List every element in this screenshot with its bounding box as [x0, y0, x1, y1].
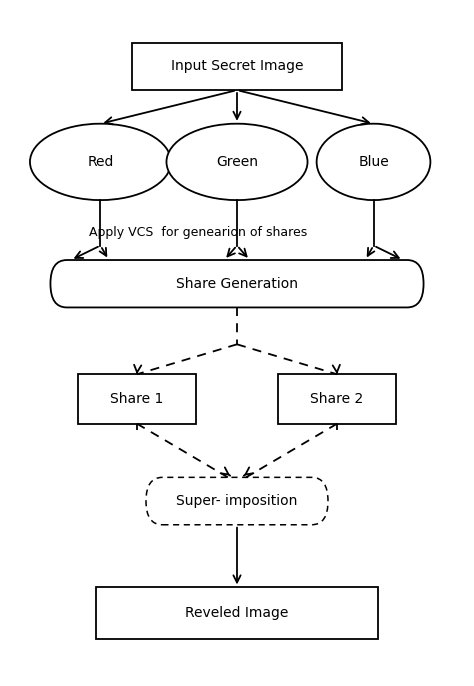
- FancyBboxPatch shape: [278, 375, 396, 424]
- Ellipse shape: [166, 123, 308, 200]
- Ellipse shape: [317, 123, 430, 200]
- Text: Share 2: Share 2: [310, 392, 364, 406]
- Text: Red: Red: [87, 155, 114, 169]
- Text: Share Generation: Share Generation: [176, 276, 298, 291]
- Text: Reveled Image: Reveled Image: [185, 606, 289, 620]
- Text: Super- imposition: Super- imposition: [176, 494, 298, 508]
- FancyBboxPatch shape: [146, 477, 328, 525]
- FancyBboxPatch shape: [50, 260, 424, 307]
- Text: Share 1: Share 1: [110, 392, 164, 406]
- Text: Apply VCS  for genearion of shares: Apply VCS for genearion of shares: [89, 226, 307, 239]
- FancyBboxPatch shape: [96, 587, 378, 639]
- FancyBboxPatch shape: [78, 375, 196, 424]
- FancyBboxPatch shape: [132, 43, 342, 90]
- Text: Input Secret Image: Input Secret Image: [171, 60, 303, 73]
- Text: Green: Green: [216, 155, 258, 169]
- Text: Blue: Blue: [358, 155, 389, 169]
- Ellipse shape: [30, 123, 171, 200]
